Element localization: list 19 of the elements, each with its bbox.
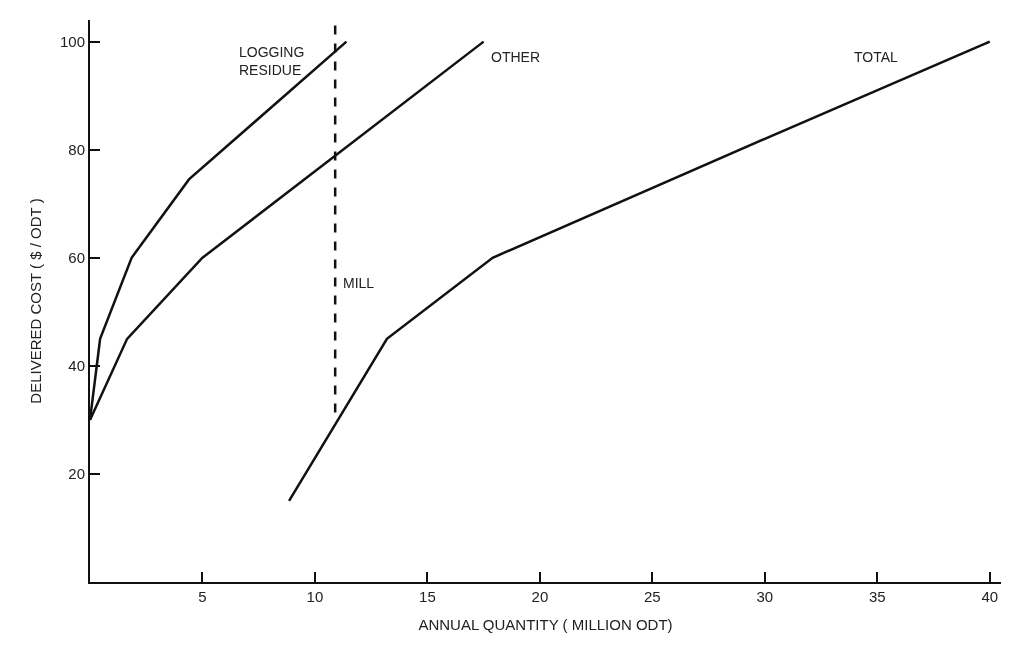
series-label: OTHER bbox=[491, 49, 540, 65]
series-label: LOGGING RESIDUE bbox=[239, 44, 305, 79]
x-tick-label: 10 bbox=[306, 588, 324, 605]
y-tick-label: 80 bbox=[68, 140, 85, 158]
x-axis-title: ANNUAL QUANTITY ( MILLION ODT) bbox=[418, 615, 673, 633]
y-tick-label: 40 bbox=[68, 357, 85, 375]
y-axis-title: DELIVERED COST ( $ / ODT ) bbox=[26, 198, 44, 404]
y-tick-label: 20 bbox=[68, 465, 85, 483]
x-tick-label: 35 bbox=[868, 588, 886, 605]
series-label: MILL bbox=[343, 275, 375, 291]
y-tick-label: 60 bbox=[68, 249, 85, 267]
x-tick-label: 30 bbox=[756, 588, 774, 605]
series-label: TOTAL bbox=[854, 49, 899, 65]
x-tick-label: 25 bbox=[644, 588, 661, 605]
x-tick-label: 20 bbox=[531, 588, 549, 605]
x-tick-label: 40 bbox=[981, 588, 999, 605]
x-tick-label: 5 bbox=[198, 588, 207, 605]
x-tick-label: 15 bbox=[419, 588, 436, 605]
y-tick-label: 100 bbox=[59, 32, 85, 50]
